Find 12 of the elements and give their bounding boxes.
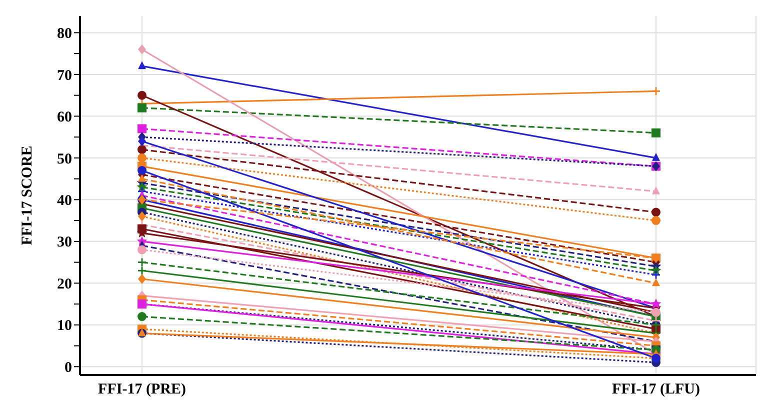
y-tick-label: 20: [57, 276, 72, 292]
y-tick-label: 70: [57, 68, 72, 84]
y-tick-label: 80: [57, 26, 72, 42]
y-tick-label: 50: [57, 151, 72, 168]
x-tick-label: FFI-17 (LFU): [612, 382, 700, 398]
y-tick-label: 60: [57, 110, 72, 126]
y-axis-title: FFI-17 SCORE: [19, 146, 36, 246]
x-tick-label: FFI-17 (PRE): [98, 382, 186, 398]
y-tick-label: 40: [57, 193, 72, 209]
y-tick-label: 30: [57, 234, 72, 251]
y-tick-label: 10: [57, 318, 72, 334]
y-tick-label: 0: [64, 360, 72, 376]
